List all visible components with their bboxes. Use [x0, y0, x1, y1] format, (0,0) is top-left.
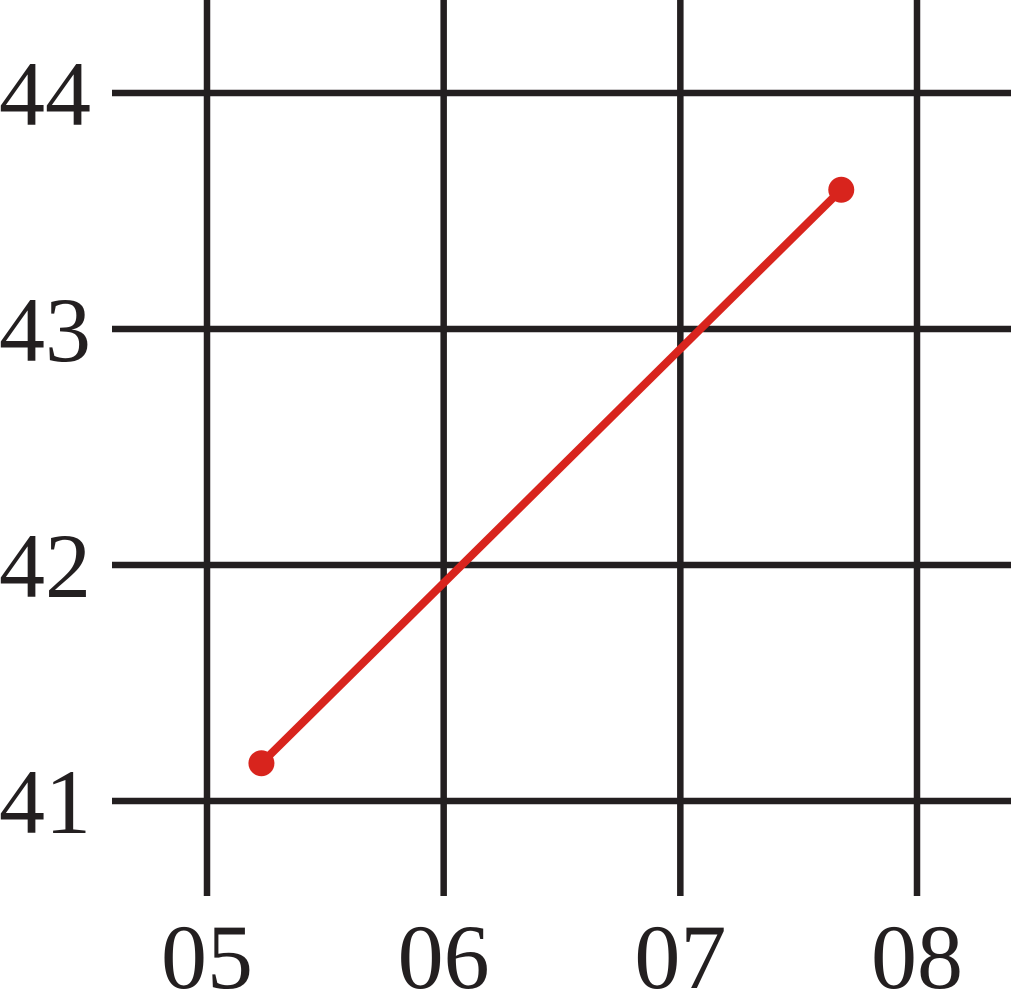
x-tick-label: 05 — [161, 906, 253, 993]
data-point — [248, 750, 275, 777]
y-tick-label: 42 — [0, 515, 91, 617]
data-line — [258, 186, 845, 767]
data-point — [828, 176, 855, 203]
y-tick-label: 41 — [0, 751, 91, 853]
x-tick-label: 08 — [871, 906, 963, 993]
x-tick-label: 06 — [398, 906, 490, 993]
y-tick-label: 43 — [0, 279, 91, 381]
x-tick-label: 07 — [634, 906, 726, 993]
y-tick-label: 44 — [0, 43, 91, 145]
